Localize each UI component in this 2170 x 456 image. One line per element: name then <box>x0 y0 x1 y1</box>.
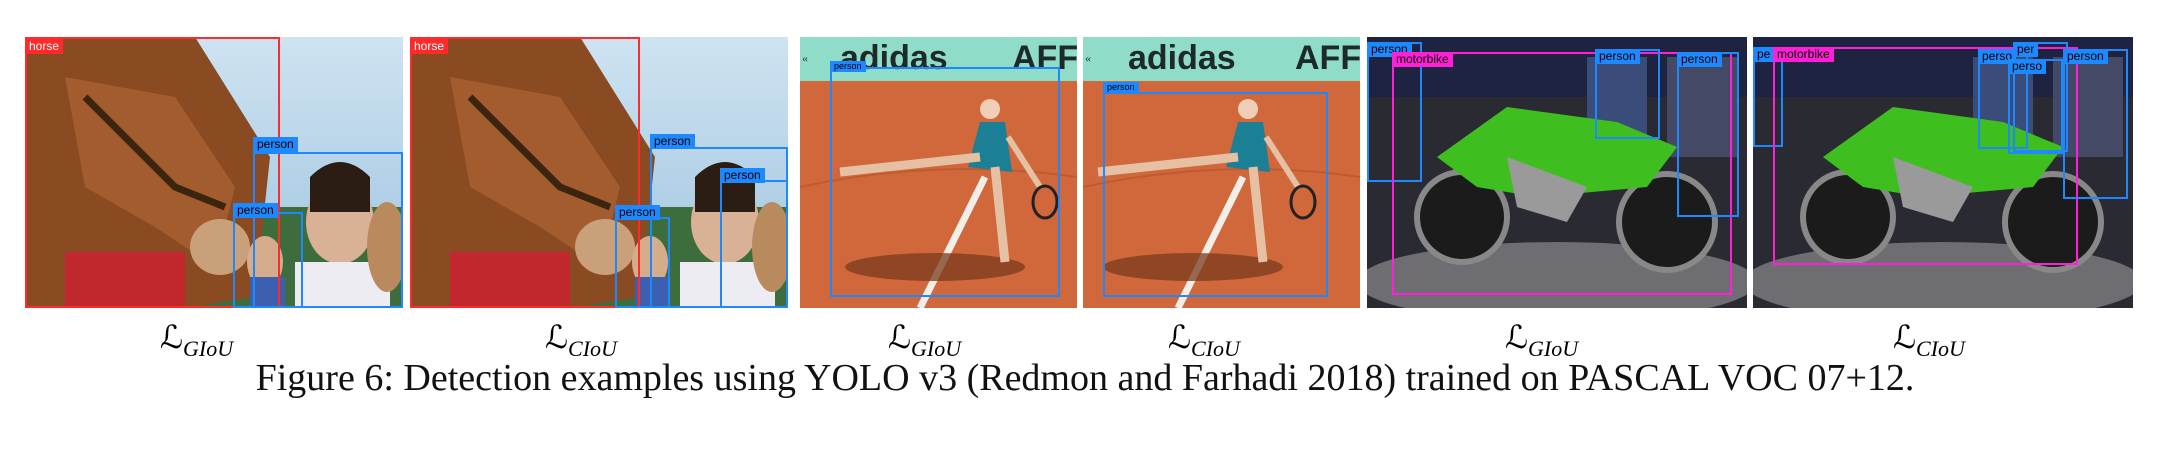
person-label: perso <box>2008 59 2047 74</box>
person-label: person <box>1677 52 1722 67</box>
loss-subscript: GIoU <box>911 336 962 361</box>
loss-symbol: ℒ <box>545 318 569 356</box>
person-label: person <box>253 137 298 152</box>
motorbike-label: motorbike <box>1773 47 1834 62</box>
aff-banner-text: AFF <box>1295 39 1360 77</box>
example-image-5: person motorbike person person <box>1367 37 1747 308</box>
loss-subscript: CIoU <box>568 336 617 361</box>
motorbike-bounding-box <box>1773 47 2078 265</box>
person-bounding-box <box>720 180 788 308</box>
loss-symbol: ℒ <box>1168 318 1192 356</box>
person-bounding-box <box>615 217 670 308</box>
person-label: pe <box>1753 47 1775 62</box>
example-image-4: adidas AFF « person <box>1083 37 1360 308</box>
horse-label: horse <box>410 39 449 54</box>
chevron-left-icon: « <box>1085 51 1091 65</box>
motorbike-label: motorbike <box>1392 52 1453 67</box>
chevron-left-icon: « <box>802 51 808 65</box>
person-label: person <box>830 61 866 72</box>
loss-symbol: ℒ <box>888 318 912 356</box>
loss-symbol: ℒ <box>1893 318 1917 356</box>
person-bounding-box <box>1103 92 1328 297</box>
person-bounding-box <box>2013 42 2068 152</box>
example-image-3: adidas AFF « person <box>800 37 1077 308</box>
loss-subscript: GIoU <box>1528 336 1579 361</box>
horse-scene-image <box>410 37 788 308</box>
loss-label-ciou: ℒCIoU <box>1168 318 1240 362</box>
example-image-6: pe motorbike perso per perso person <box>1753 37 2133 308</box>
example-image-1: horse person person <box>25 37 403 308</box>
person-label: person <box>1595 49 1640 64</box>
loss-label-giou: ℒGIoU <box>160 318 233 362</box>
horse-bounding-box <box>410 37 640 308</box>
person-bounding-box <box>233 212 303 308</box>
loss-symbol: ℒ <box>1505 318 1529 356</box>
loss-label-ciou: ℒCIoU <box>545 318 617 362</box>
person-bounding-box <box>1677 52 1739 217</box>
loss-subscript: CIoU <box>1191 336 1240 361</box>
motorbike-bounding-box <box>1392 52 1732 295</box>
loss-label-giou: ℒGIoU <box>888 318 961 362</box>
person-label: person <box>720 168 765 183</box>
loss-symbol: ℒ <box>160 318 184 356</box>
loss-subscript: CIoU <box>1916 336 1965 361</box>
aff-banner-text: AFF <box>1012 39 1077 77</box>
loss-subscript: GIoU <box>183 336 234 361</box>
adidas-banner-text: adidas <box>1128 39 1236 77</box>
person-label: per <box>2013 42 2039 57</box>
person-label: person <box>1103 82 1139 93</box>
motorbike-scene-image <box>1367 37 1747 308</box>
horse-bounding-box <box>25 37 280 308</box>
person-bounding-box <box>253 152 403 308</box>
tennis-scene-image <box>800 37 1077 308</box>
person-label: person <box>650 134 695 149</box>
person-label: person <box>233 203 278 218</box>
figure-caption: Figure 6: Detection examples using YOLO … <box>255 357 1915 399</box>
horse-label: horse <box>25 39 64 54</box>
example-image-2: horse person person person <box>410 37 788 308</box>
loss-label-ciou: ℒCIoU <box>1893 318 1965 362</box>
person-label: perso <box>1978 49 2017 64</box>
person-bounding-box <box>830 67 1060 297</box>
horse-scene-image <box>25 37 403 308</box>
person-label: person <box>615 205 660 220</box>
person-bounding-box <box>2063 49 2128 199</box>
person-label: person <box>2063 49 2108 64</box>
loss-label-giou: ℒGIoU <box>1505 318 1578 362</box>
